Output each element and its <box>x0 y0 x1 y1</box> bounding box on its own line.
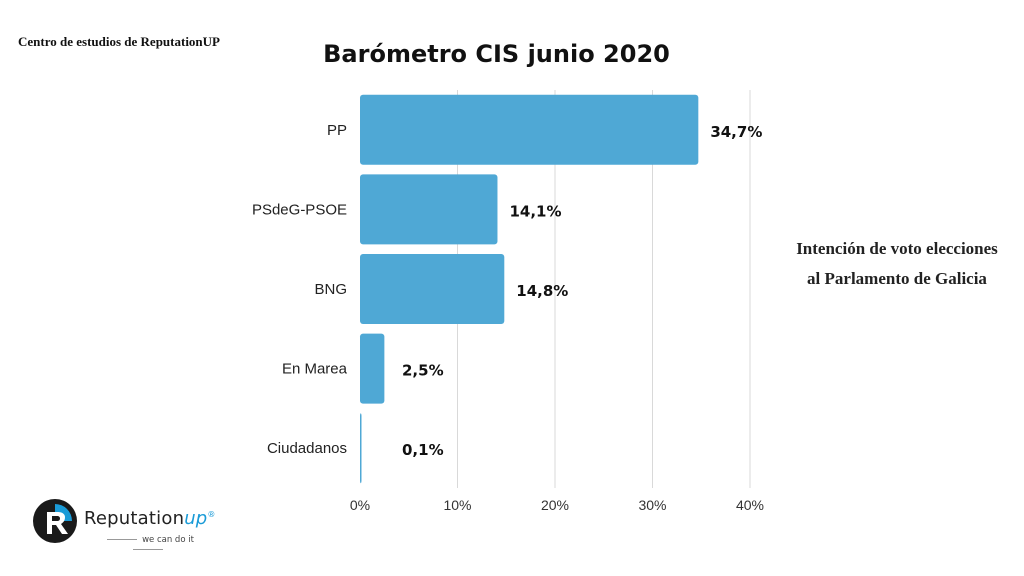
source-label: Centro de estudios de ReputationUP <box>18 34 220 49</box>
x-tick-label: 0% <box>350 497 370 513</box>
logo-name-accent: up <box>184 508 208 529</box>
logo-r-icon <box>33 499 77 543</box>
chart-description: Intención de voto elecciones al Parlamen… <box>772 234 1022 294</box>
logo-wordmark: Reputationup® <box>84 508 216 529</box>
bar-bng <box>360 254 505 324</box>
reputationup-logo: Reputationup® we can do it <box>32 498 222 550</box>
bar-ciudadanos <box>360 413 362 484</box>
logo-registered-mark: ® <box>207 510 216 519</box>
chart-description-line-1: Intención de voto elecciones <box>796 239 998 258</box>
bar-pp <box>360 94 699 165</box>
bar-en-marea <box>360 333 385 404</box>
data-label: 0,1% <box>402 441 444 459</box>
category-label: BNG <box>314 281 347 298</box>
chart-title: Barómetro CIS junio 2020 <box>323 40 670 68</box>
category-label: PP <box>327 122 347 139</box>
data-label: 2,5% <box>402 362 444 380</box>
category-label: PSdeG-PSOE <box>252 201 347 218</box>
x-tick-label: 20% <box>541 497 569 513</box>
category-label: En Marea <box>282 361 348 378</box>
data-label: 14,1% <box>509 202 561 220</box>
chart-description-line-2: al Parlamento de Galicia <box>807 269 987 288</box>
x-tick-label: 30% <box>638 497 666 513</box>
logo-tagline: we can do it <box>84 535 212 555</box>
x-tick-label: 10% <box>443 497 471 513</box>
x-tick-label: 40% <box>736 497 764 513</box>
category-label: Ciudadanos <box>267 440 347 457</box>
data-label: 14,8% <box>516 282 568 300</box>
logo-name: Reputation <box>84 508 185 529</box>
data-label: 34,7% <box>710 123 762 141</box>
bar-psdeg-psoe <box>360 174 498 245</box>
